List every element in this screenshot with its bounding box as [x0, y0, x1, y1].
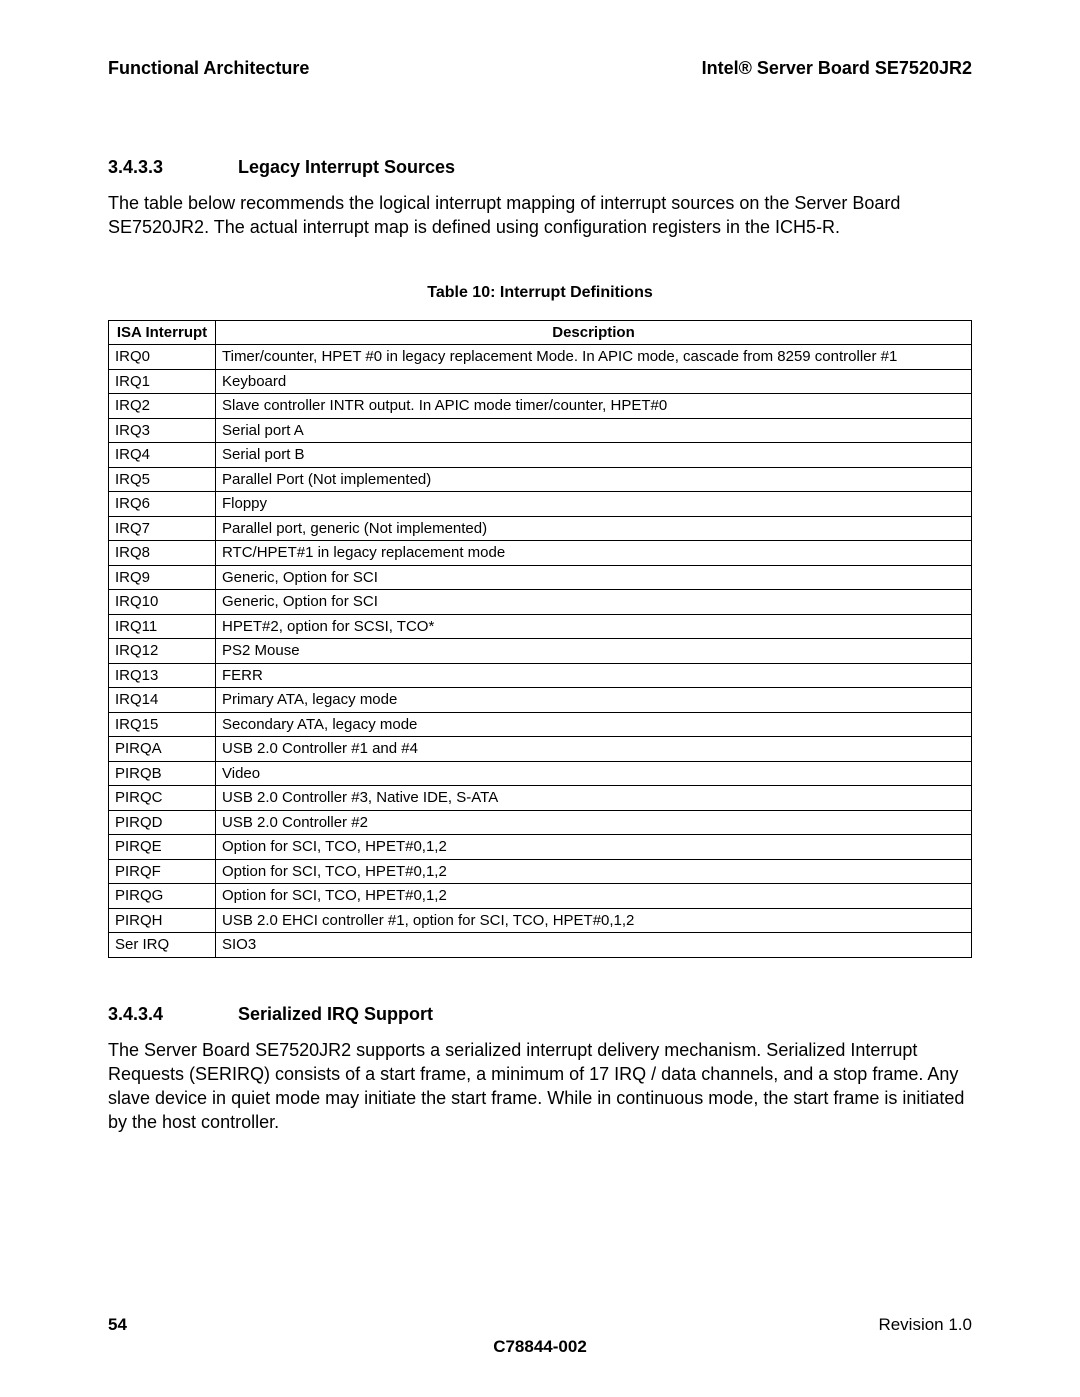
cell-desc: Parallel Port (Not implemented)	[216, 467, 972, 492]
cell-desc: Keyboard	[216, 369, 972, 394]
cell-isa: IRQ9	[109, 565, 216, 590]
section-number: 3.4.3.4	[108, 1004, 238, 1025]
cell-desc: Generic, Option for SCI	[216, 590, 972, 615]
page-header: Functional Architecture Intel® Server Bo…	[108, 58, 972, 79]
cell-isa: IRQ5	[109, 467, 216, 492]
table-row: IRQ15Secondary ATA, legacy mode	[109, 712, 972, 737]
table-row: IRQ6Floppy	[109, 492, 972, 517]
cell-desc: RTC/HPET#1 in legacy replacement mode	[216, 541, 972, 566]
header-left: Functional Architecture	[108, 58, 309, 79]
cell-isa: PIRQA	[109, 737, 216, 762]
interrupt-table: ISA Interrupt Description IRQ0Timer/coun…	[108, 320, 972, 958]
table-row: IRQ3Serial port A	[109, 418, 972, 443]
table-row: IRQ4Serial port B	[109, 443, 972, 468]
table-row: IRQ12PS2 Mouse	[109, 639, 972, 664]
table-row: IRQ1Keyboard	[109, 369, 972, 394]
document-number: C78844-002	[108, 1337, 972, 1357]
table-row: IRQ5Parallel Port (Not implemented)	[109, 467, 972, 492]
cell-isa: PIRQH	[109, 908, 216, 933]
table-header-row: ISA Interrupt Description	[109, 320, 972, 345]
cell-desc: Option for SCI, TCO, HPET#0,1,2	[216, 835, 972, 860]
cell-isa: IRQ15	[109, 712, 216, 737]
page-number: 54	[108, 1315, 127, 1335]
cell-desc: Secondary ATA, legacy mode	[216, 712, 972, 737]
table-row: IRQ2Slave controller INTR output. In API…	[109, 394, 972, 419]
table-row: PIRQBVideo	[109, 761, 972, 786]
cell-isa: IRQ2	[109, 394, 216, 419]
col-header-isa: ISA Interrupt	[109, 320, 216, 345]
cell-desc: Primary ATA, legacy mode	[216, 688, 972, 713]
table-row: PIRQDUSB 2.0 Controller #2	[109, 810, 972, 835]
page: Functional Architecture Intel® Server Bo…	[0, 0, 1080, 1397]
cell-desc: Floppy	[216, 492, 972, 517]
cell-isa: IRQ0	[109, 345, 216, 370]
table-row: IRQ11HPET#2, option for SCSI, TCO*	[109, 614, 972, 639]
cell-isa: IRQ11	[109, 614, 216, 639]
section-title: Legacy Interrupt Sources	[238, 157, 455, 178]
cell-isa: IRQ3	[109, 418, 216, 443]
cell-desc: Video	[216, 761, 972, 786]
table-row: IRQ14Primary ATA, legacy mode	[109, 688, 972, 713]
revision-label: Revision 1.0	[878, 1315, 972, 1335]
table-caption: Table 10: Interrupt Definitions	[108, 284, 972, 302]
cell-desc: FERR	[216, 663, 972, 688]
table-row: PIRQHUSB 2.0 EHCI controller #1, option …	[109, 908, 972, 933]
cell-desc: Option for SCI, TCO, HPET#0,1,2	[216, 884, 972, 909]
cell-isa: Ser IRQ	[109, 933, 216, 958]
cell-isa: PIRQC	[109, 786, 216, 811]
cell-isa: IRQ7	[109, 516, 216, 541]
cell-desc: Serial port A	[216, 418, 972, 443]
cell-desc: Timer/counter, HPET #0 in legacy replace…	[216, 345, 972, 370]
table-row: IRQ13FERR	[109, 663, 972, 688]
cell-desc: Generic, Option for SCI	[216, 565, 972, 590]
cell-desc: PS2 Mouse	[216, 639, 972, 664]
cell-isa: IRQ8	[109, 541, 216, 566]
cell-isa: PIRQE	[109, 835, 216, 860]
table-row: Ser IRQSIO3	[109, 933, 972, 958]
table-row: PIRQEOption for SCI, TCO, HPET#0,1,2	[109, 835, 972, 860]
table-row: IRQ9Generic, Option for SCI	[109, 565, 972, 590]
cell-desc: Slave controller INTR output. In APIC mo…	[216, 394, 972, 419]
table-row: PIRQFOption for SCI, TCO, HPET#0,1,2	[109, 859, 972, 884]
cell-isa: IRQ14	[109, 688, 216, 713]
table-row: PIRQCUSB 2.0 Controller #3, Native IDE, …	[109, 786, 972, 811]
cell-isa: PIRQB	[109, 761, 216, 786]
section-number: 3.4.3.3	[108, 157, 238, 178]
page-footer: 54 Revision 1.0 C78844-002	[108, 1235, 972, 1357]
table-row: IRQ8RTC/HPET#1 in legacy replacement mod…	[109, 541, 972, 566]
cell-isa: IRQ6	[109, 492, 216, 517]
cell-isa: IRQ4	[109, 443, 216, 468]
cell-desc: USB 2.0 Controller #1 and #4	[216, 737, 972, 762]
section-1-body: The table below recommends the logical i…	[108, 192, 972, 240]
cell-desc: Serial port B	[216, 443, 972, 468]
cell-desc: Parallel port, generic (Not implemented)	[216, 516, 972, 541]
section-title: Serialized IRQ Support	[238, 1004, 433, 1025]
cell-desc: USB 2.0 EHCI controller #1, option for S…	[216, 908, 972, 933]
table-row: IRQ10Generic, Option for SCI	[109, 590, 972, 615]
cell-desc: Option for SCI, TCO, HPET#0,1,2	[216, 859, 972, 884]
cell-desc: HPET#2, option for SCSI, TCO*	[216, 614, 972, 639]
cell-isa: PIRQD	[109, 810, 216, 835]
cell-isa: PIRQG	[109, 884, 216, 909]
section-heading-2: 3.4.3.4 Serialized IRQ Support	[108, 1004, 972, 1025]
cell-isa: IRQ13	[109, 663, 216, 688]
header-right: Intel® Server Board SE7520JR2	[702, 58, 972, 79]
table-row: PIRQGOption for SCI, TCO, HPET#0,1,2	[109, 884, 972, 909]
table-row: PIRQAUSB 2.0 Controller #1 and #4	[109, 737, 972, 762]
cell-isa: IRQ10	[109, 590, 216, 615]
cell-isa: IRQ1	[109, 369, 216, 394]
col-header-desc: Description	[216, 320, 972, 345]
table-row: IRQ7Parallel port, generic (Not implemen…	[109, 516, 972, 541]
cell-desc: USB 2.0 Controller #2	[216, 810, 972, 835]
cell-desc: USB 2.0 Controller #3, Native IDE, S-ATA	[216, 786, 972, 811]
section-2-body: The Server Board SE7520JR2 supports a se…	[108, 1039, 972, 1135]
table-row: IRQ0Timer/counter, HPET #0 in legacy rep…	[109, 345, 972, 370]
cell-isa: PIRQF	[109, 859, 216, 884]
section-heading-1: 3.4.3.3 Legacy Interrupt Sources	[108, 157, 972, 178]
cell-desc: SIO3	[216, 933, 972, 958]
cell-isa: IRQ12	[109, 639, 216, 664]
